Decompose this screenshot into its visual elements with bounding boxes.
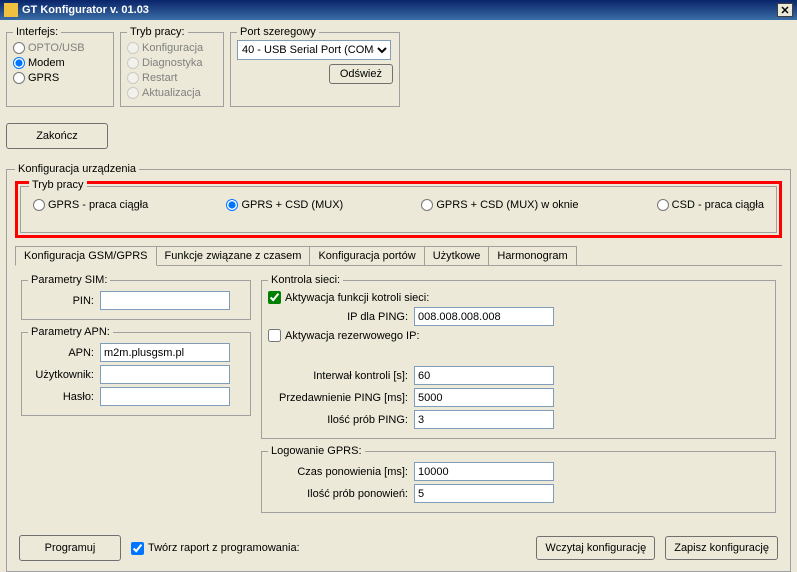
tryb-top-group: Tryb pracy: Konfiguracja Diagnostyka Res… [120,26,224,107]
czas-input[interactable] [414,462,554,481]
apn-legend: Parametry APN: [28,326,113,338]
window-body: Interfejs: OPTO/USB Modem GPRS Tryb prac… [0,20,797,561]
port-group: Port szeregowy 40 - USB Serial Port (COM… [230,26,400,107]
radio-gprs-csd-oknie[interactable] [421,199,433,211]
apn-group: Parametry APN: APN: Użytkownik: Hasło: [21,326,251,416]
tryb-pracy-legend: Tryb pracy [29,179,87,191]
ip-input[interactable] [414,307,554,326]
chk-rezerw-label: Aktywacja rezerwowego IP: [285,330,420,342]
apn-label: APN: [28,347,94,359]
ilosc-ponow-input[interactable] [414,484,554,503]
label-gprs-csd-mux: GPRS + CSD (MUX) [241,199,343,211]
user-input[interactable] [100,365,230,384]
programuj-button[interactable]: Programuj [19,535,121,561]
ilosc-ping-input[interactable] [414,410,554,429]
radio-restart [127,72,139,84]
przed-label: Przedawnienie PING [ms]: [268,392,408,404]
tryb-highlight: Tryb pracy GPRS - praca ciągła GPRS + CS… [15,181,782,238]
port-select[interactable]: 40 - USB Serial Port (COM40) [237,40,391,60]
label-gprs: GPRS [28,72,59,84]
pin-label: PIN: [28,295,94,307]
ilosc-ponow-label: Ilość prób ponowień: [268,488,408,500]
wczytaj-button[interactable]: Wczytaj konfigurację [536,536,655,560]
user-label: Użytkownik: [28,369,94,381]
zakoncz-button[interactable]: Zakończ [6,123,108,149]
radio-diagnostyka [127,57,139,69]
tabs: Konfiguracja GSM/GPRS Funkcje związane z… [15,246,782,266]
label-konfiguracja: Konfiguracja [142,42,203,54]
chk-raport[interactable] [131,542,144,555]
radio-csd-ciagla[interactable] [657,199,669,211]
sim-group: Parametry SIM: PIN: [21,274,251,320]
tab-czas[interactable]: Funkcje związane z czasem [156,246,311,265]
pass-input[interactable] [100,387,230,406]
label-gprs-csd-oknie: GPRS + CSD (MUX) w oknie [436,199,578,211]
main-config-group: Konfiguracja urządzenia Tryb pracy GPRS … [6,163,791,572]
tab-harmonogram[interactable]: Harmonogram [488,246,576,265]
apn-input[interactable] [100,343,230,362]
chk-kontrola-label: Aktywacja funkcji kotroli sieci: [285,292,429,304]
tab-gsm-gprs[interactable]: Konfiguracja GSM/GPRS [15,246,157,266]
przed-input[interactable] [414,388,554,407]
kontrola-group: Kontrola sieci: Aktywacja funkcji kotrol… [261,274,776,439]
pin-input[interactable] [100,291,230,310]
label-csd-ciagla: CSD - praca ciągła [672,199,764,211]
label-opto: OPTO/USB [28,42,85,54]
pass-label: Hasło: [28,391,94,403]
ilosc-ping-label: Ilość prób PING: [268,414,408,426]
czas-label: Czas ponowienia [ms]: [268,466,408,478]
ip-label: IP dla PING: [268,311,408,323]
titlebar: GT Konfigurator v. 01.03 ✕ [0,0,797,20]
tab-uzytkowe[interactable]: Użytkowe [424,246,490,265]
radio-gprs-ciagla[interactable] [33,199,45,211]
main-legend: Konfiguracja urządzenia [15,163,139,175]
label-diagnostyka: Diagnostyka [142,57,203,69]
chk-kontrola[interactable] [268,291,281,304]
zapisz-button[interactable]: Zapisz konfigurację [665,536,778,560]
label-gprs-ciagla: GPRS - praca ciągła [48,199,148,211]
port-legend: Port szeregowy [237,26,319,38]
interval-input[interactable] [414,366,554,385]
radio-gprs[interactable] [13,72,25,84]
radio-modem[interactable] [13,57,25,69]
tryb-pracy-group: Tryb pracy GPRS - praca ciągła GPRS + CS… [20,186,777,233]
logowanie-legend: Logowanie GPRS: [268,445,365,457]
kontrola-legend: Kontrola sieci: [268,274,343,286]
raport-label: Twórz raport z programowania: [148,542,300,554]
radio-konfiguracja [127,42,139,54]
logowanie-group: Logowanie GPRS: Czas ponowienia [ms]: Il… [261,445,776,513]
label-modem: Modem [28,57,65,69]
radio-opto[interactable] [13,42,25,54]
chk-rezerw[interactable] [268,329,281,342]
label-aktualizacja: Aktualizacja [142,87,201,99]
refresh-button[interactable]: Odśwież [329,64,393,84]
label-restart: Restart [142,72,177,84]
interfejs-legend: Interfejs: [13,26,61,38]
sim-legend: Parametry SIM: [28,274,110,286]
radio-aktualizacja [127,87,139,99]
interfejs-group: Interfejs: OPTO/USB Modem GPRS [6,26,114,107]
interval-label: Interwał kontroli [s]: [268,370,408,382]
window-title: GT Konfigurator v. 01.03 [22,4,777,16]
app-icon [4,3,18,17]
tab-porty[interactable]: Konfiguracja portów [309,246,424,265]
close-icon[interactable]: ✕ [777,3,793,17]
tryb-top-legend: Tryb pracy: [127,26,188,38]
tab-content: Parametry SIM: PIN: Parametry APN: APN: … [15,266,782,527]
radio-gprs-csd-mux[interactable] [226,199,238,211]
